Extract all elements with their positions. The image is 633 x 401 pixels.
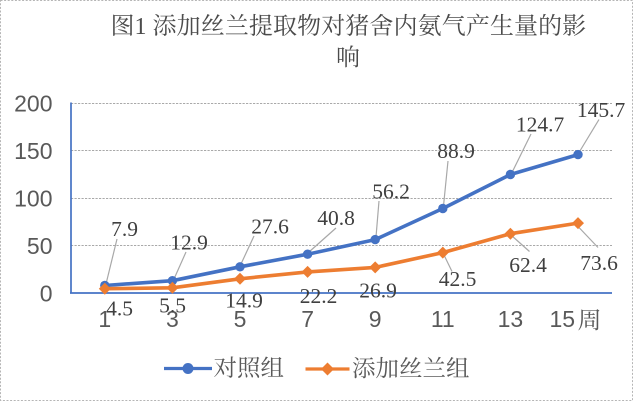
svg-text:124.7: 124.7 [516,113,565,137]
svg-text:50: 50 [27,233,53,259]
svg-text:22.2: 22.2 [300,284,338,308]
svg-text:200: 200 [14,90,52,116]
svg-text:1: 1 [98,306,111,332]
svg-text:62.4: 62.4 [509,253,547,277]
svg-text:9: 9 [369,306,382,332]
svg-text:150: 150 [14,138,52,164]
svg-text:5.5: 5.5 [159,294,186,318]
svg-text:12.9: 12.9 [170,231,208,255]
svg-text:145.7: 145.7 [577,98,626,122]
svg-text:7: 7 [301,306,314,332]
svg-text:100: 100 [14,185,52,211]
svg-text:26.9: 26.9 [359,278,397,302]
svg-text:14.9: 14.9 [225,288,263,312]
svg-text:27.6: 27.6 [251,215,289,239]
svg-text:0: 0 [40,280,53,306]
svg-text:42.5: 42.5 [439,267,477,291]
svg-text:4.5: 4.5 [106,297,133,321]
svg-text:56.2: 56.2 [372,180,410,204]
svg-text:40.8: 40.8 [317,206,355,230]
svg-text:15: 15 [550,306,576,332]
svg-text:88.9: 88.9 [437,139,475,163]
svg-text:11: 11 [431,306,455,332]
svg-text:1: 1 [135,14,147,40]
svg-text:5: 5 [234,306,247,332]
svg-text:13: 13 [498,306,524,332]
svg-text:73.6: 73.6 [580,251,618,275]
svg-text:3: 3 [166,306,179,332]
svg-text:7.9: 7.9 [111,217,138,241]
